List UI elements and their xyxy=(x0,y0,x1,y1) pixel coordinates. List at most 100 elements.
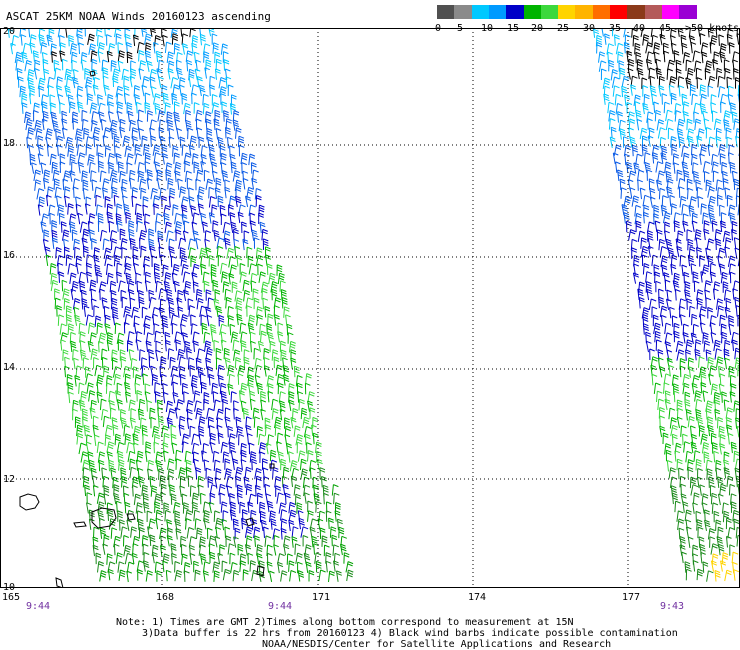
wind-barb xyxy=(286,553,293,565)
wind-barb xyxy=(698,306,707,318)
wind-barb xyxy=(667,247,675,259)
wind-barb xyxy=(730,383,737,395)
wind-barb xyxy=(647,230,653,242)
wind-barb xyxy=(186,348,192,360)
wind-barb xyxy=(710,560,718,572)
wind-barb xyxy=(123,424,130,437)
wind-barb xyxy=(334,510,341,522)
wind-barb xyxy=(136,220,143,233)
wind-barb xyxy=(303,426,312,438)
wind-barb xyxy=(110,177,118,190)
wind-barb xyxy=(227,364,235,377)
wind-barb xyxy=(64,365,70,378)
wind-barb xyxy=(59,161,66,173)
wind-barb xyxy=(86,382,94,394)
wind-barb xyxy=(674,220,680,232)
wind-barb xyxy=(227,84,234,97)
wind-barb xyxy=(135,272,142,285)
wind-barb xyxy=(628,229,636,241)
wind-barb xyxy=(97,220,104,233)
wind-barb xyxy=(687,536,694,548)
wind-barb xyxy=(110,527,118,539)
wind-barb xyxy=(108,390,116,403)
wind-barb xyxy=(637,288,644,301)
wind-barb xyxy=(72,76,79,89)
wind-barb xyxy=(198,536,206,548)
wind-barb xyxy=(185,518,192,530)
wind-barb xyxy=(235,416,242,429)
wind-barb xyxy=(162,553,170,565)
wind-barb xyxy=(34,179,42,191)
wind-barb xyxy=(691,433,698,446)
wind-barb xyxy=(94,264,101,276)
wind-barb xyxy=(49,212,56,225)
wind-barb xyxy=(692,560,699,572)
wind-barb xyxy=(183,102,191,115)
wind-barb xyxy=(719,314,726,327)
wind-barb xyxy=(278,391,286,403)
wind-barb xyxy=(121,476,128,488)
wind-barb xyxy=(69,170,76,182)
wind-barb xyxy=(723,467,730,479)
wind-barb xyxy=(155,460,163,472)
wind-barb xyxy=(201,322,208,335)
wind-barb xyxy=(90,288,97,301)
wind-barb xyxy=(640,28,649,37)
wind-barb xyxy=(621,85,628,98)
wind-barb xyxy=(148,228,155,241)
wind-barb xyxy=(724,246,730,258)
wind-barb xyxy=(608,118,616,130)
wind-barb xyxy=(38,85,45,98)
wind-barb xyxy=(130,358,138,370)
wind-barb xyxy=(248,153,256,166)
wind-barb xyxy=(221,560,228,573)
wind-barb xyxy=(205,178,214,190)
wind-barb xyxy=(705,459,713,472)
wind-barb xyxy=(32,50,39,62)
wind-barb xyxy=(104,323,111,335)
wind-barb xyxy=(655,339,662,351)
wind-barb xyxy=(83,127,90,140)
wind-barb xyxy=(108,220,115,233)
wind-barb xyxy=(721,161,728,174)
wind-barb xyxy=(247,433,253,445)
wind-barb xyxy=(669,194,675,207)
wind-barb xyxy=(728,152,734,164)
wind-barb xyxy=(237,484,243,497)
wind-barb xyxy=(153,493,162,505)
wind-barb xyxy=(651,306,658,318)
wind-barb xyxy=(116,500,122,513)
wind-barb xyxy=(136,41,145,54)
wind-barb xyxy=(240,400,247,412)
wind-barb xyxy=(707,85,714,97)
wind-barb xyxy=(277,272,285,285)
wind-barb xyxy=(97,94,103,106)
wind-barb xyxy=(60,332,68,344)
wind-barb xyxy=(63,298,70,310)
wind-barb xyxy=(728,42,735,54)
wind-barb xyxy=(270,518,277,530)
island xyxy=(245,517,255,527)
wind-barb xyxy=(139,178,147,190)
wind-barb xyxy=(696,289,704,301)
wind-barb xyxy=(49,94,56,106)
wind-barb xyxy=(258,570,265,582)
wind-barb xyxy=(731,551,739,564)
wind-barb xyxy=(731,331,739,344)
wind-barb xyxy=(646,169,653,181)
wind-barb xyxy=(686,128,695,140)
wind-barb xyxy=(157,415,164,428)
wind-barb xyxy=(167,348,175,360)
wind-barb xyxy=(181,213,188,225)
wind-barb xyxy=(217,364,225,377)
wind-barb xyxy=(210,330,217,343)
wind-barb xyxy=(679,544,686,556)
wind-barb xyxy=(224,416,231,428)
wind-barb xyxy=(144,102,151,114)
wind-barb xyxy=(686,178,693,191)
wind-barb xyxy=(666,178,674,190)
wind-barb xyxy=(45,254,52,266)
wind-barb xyxy=(274,416,282,429)
wind-barb xyxy=(220,213,227,226)
wind-barb xyxy=(697,196,704,208)
